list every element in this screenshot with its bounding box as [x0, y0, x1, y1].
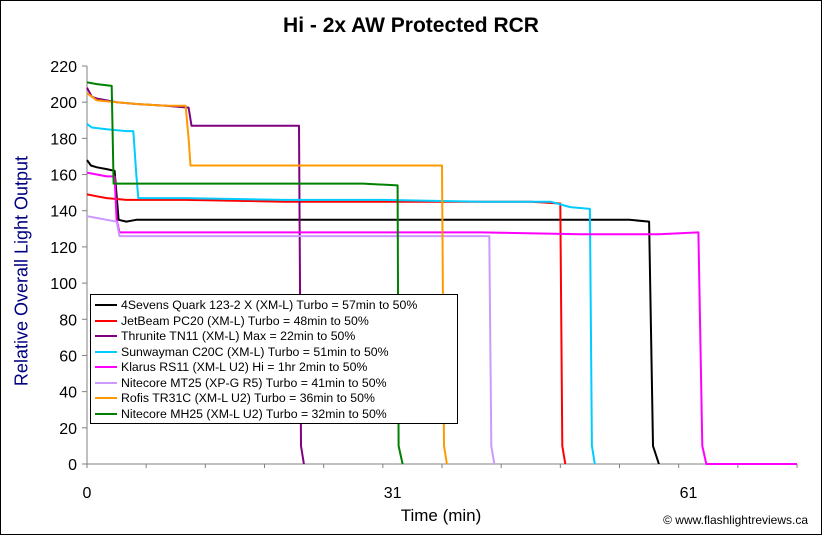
legend-item: JetBeam PC20 (XM-L) Turbo = 48min to 50%: [95, 313, 369, 329]
series-line-5: [86, 171, 797, 465]
series-line-7: [86, 92, 448, 465]
legend-item: Rofis TR31C (XM-L U2) Turbo = 36min to 5…: [95, 390, 375, 406]
legend-swatch: [95, 319, 117, 322]
y-tick-label: 140: [50, 204, 77, 221]
y-tick-label: 80: [59, 312, 77, 329]
legend-item: 4Sevens Quark 123-2 X (XM-L) Turbo = 57m…: [95, 297, 417, 313]
x-axis-title: Time (min): [400, 506, 482, 525]
legend-label: JetBeam PC20 (XM-L) Turbo = 48min to 50%: [121, 313, 369, 328]
series-line-8: [86, 81, 404, 465]
y-tick-label: 120: [50, 240, 77, 257]
y-tick-label: 220: [50, 59, 77, 76]
legend-item: Nitecore MT25 (XP-G R5) Turbo = 41min to…: [95, 375, 387, 391]
legend: 4Sevens Quark 123-2 X (XM-L) Turbo = 57m…: [90, 294, 458, 424]
legend-label: Rofis TR31C (XM-L U2) Turbo = 36min to 5…: [121, 391, 375, 405]
legend-swatch: [95, 335, 117, 337]
legend-swatch: [95, 366, 117, 368]
y-tick-label: 180: [50, 131, 77, 148]
series-line-2: [86, 193, 567, 465]
series-line-6: [86, 215, 496, 465]
legend-label: Nitecore MH25 (XM-L U2) Turbo = 32min to…: [121, 406, 387, 421]
x-tick-label: 0: [83, 485, 92, 502]
y-tick-label: 60: [59, 348, 77, 365]
legend-item: Thrunite TN11 (XM-L) Max = 22min to 50%: [95, 328, 355, 344]
series-line-4: [86, 123, 596, 465]
legend-item: Nitecore MH25 (XM-L U2) Turbo = 32min to…: [95, 406, 387, 422]
credit-text: © www.flashlightreviews.ca: [663, 513, 808, 527]
legend-item: Klarus RS11 (XM-L U2) Hi = 1hr 2min to 5…: [95, 359, 367, 375]
x-tick-label: 31: [384, 485, 402, 502]
chart-title: Hi - 2x AW Protected RCR: [283, 14, 539, 37]
series-line-3: [86, 87, 305, 465]
legend-swatch: [95, 397, 117, 399]
series-line-1: [86, 159, 660, 465]
y-tick-label: 200: [50, 95, 77, 112]
legend-swatch: [95, 350, 117, 353]
legend-swatch: [95, 412, 117, 415]
y-tick-label: 100: [50, 276, 77, 293]
y-tick-label: 20: [59, 421, 77, 438]
legend-label: Sunwayman C20C (XM-L) Turbo = 51min to 5…: [121, 344, 389, 359]
y-tick-label: 40: [59, 385, 77, 402]
y-tick-label: 160: [50, 168, 77, 185]
x-tick-label: 61: [680, 485, 698, 502]
legend-item: Sunwayman C20C (XM-L) Turbo = 51min to 5…: [95, 344, 389, 360]
legend-label: Nitecore MT25 (XP-G R5) Turbo = 41min to…: [121, 375, 387, 390]
legend-swatch: [95, 304, 117, 306]
legend-label: Thrunite TN11 (XM-L) Max = 22min to 50%: [121, 329, 356, 343]
legend-label: Klarus RS11 (XM-L U2) Hi = 1hr 2min to 5…: [121, 360, 368, 374]
legend-label: 4Sevens Quark 123-2 X (XM-L) Turbo = 57m…: [121, 298, 418, 312]
y-tick-label: 0: [68, 457, 77, 474]
legend-swatch: [95, 381, 117, 384]
